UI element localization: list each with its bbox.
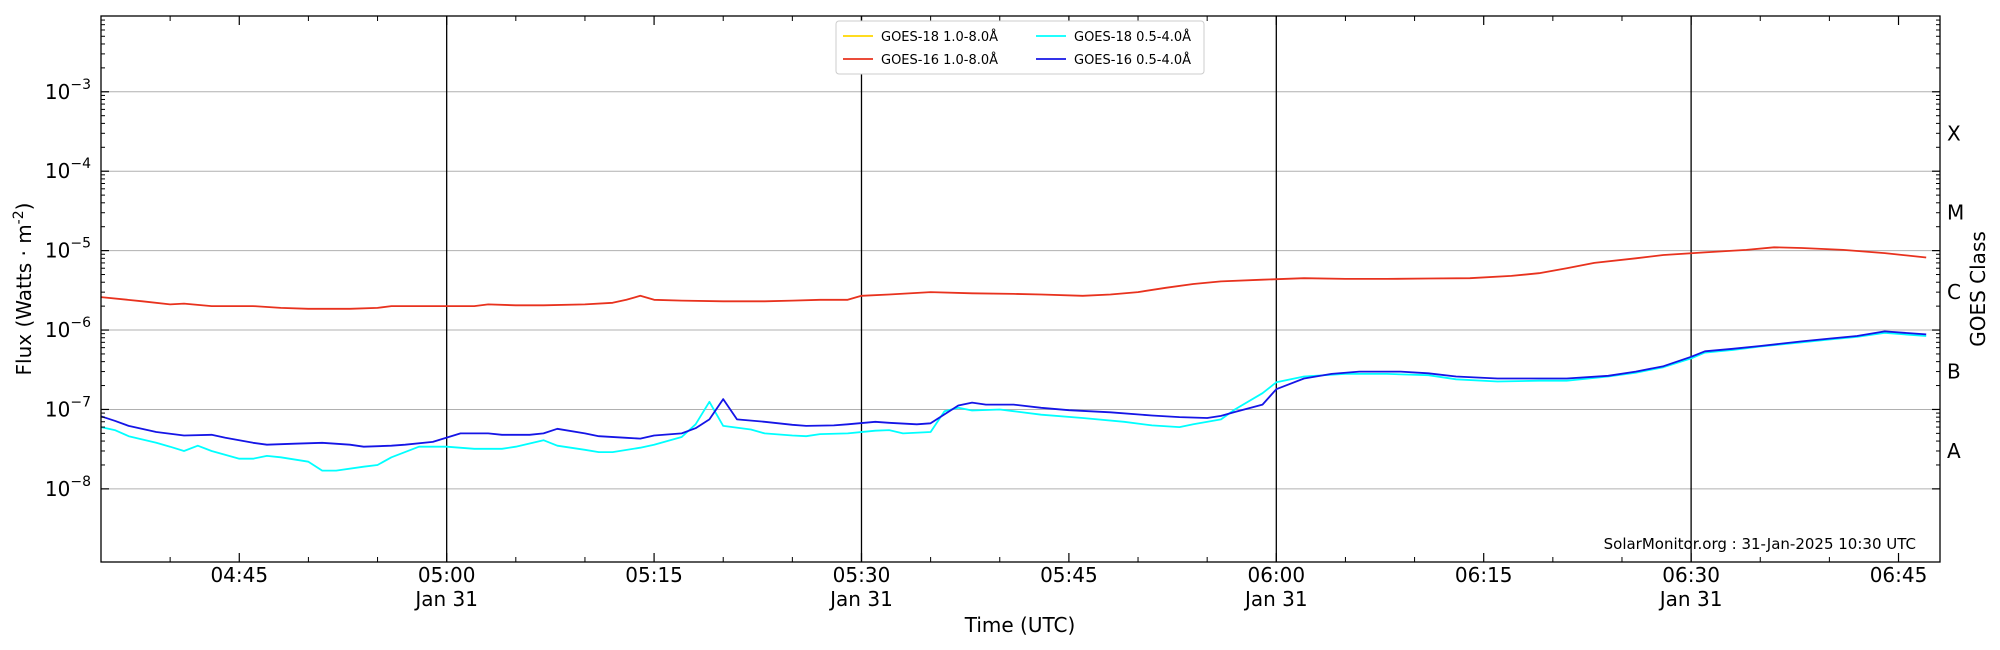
legend-label: GOES-16 0.5-4.0Å: [1074, 52, 1191, 68]
goes-class-c: C: [1947, 280, 1961, 304]
x-tick-date: Jan 31: [828, 587, 893, 611]
x-tick-label: 06:45: [1870, 563, 1928, 587]
x-tick-label: 06:30: [1662, 563, 1720, 587]
goes-class-m: M: [1947, 201, 1964, 225]
legend-box: [835, 20, 1205, 75]
y-tick-label: 10−8: [45, 474, 91, 501]
goes-class-b: B: [1947, 360, 1961, 384]
x-tick-label: 06:00: [1247, 563, 1305, 587]
horizontal-grid: [101, 91, 1940, 490]
y-axis-title: Flux (Watts · m-2): [11, 203, 36, 376]
legend-label: GOES-16 1.0-8.0Å: [881, 52, 998, 68]
x-tick-date: Jan 31: [1243, 587, 1308, 611]
legend-label: GOES-18 1.0-8.0Å: [881, 29, 998, 45]
plot-frame: [100, 15, 1941, 563]
day-marker-lines: [446, 16, 1692, 562]
goes-class-a: A: [1947, 439, 1961, 463]
goes-class-x: X: [1947, 121, 1961, 145]
y-axis-ticks: 10−8 10−7 10−6 10−5 10−4 10−3: [45, 19, 1940, 501]
x-tick-label: 05:00: [418, 563, 476, 587]
x-tick-label: 04:45: [210, 563, 268, 587]
legend: GOES-18 1.0-8.0Å GOES-18 0.5-4.0Å GOES-16 …: [835, 20, 1205, 75]
series-line-2: [100, 332, 1927, 472]
y-tick-label: 10−3: [45, 77, 91, 104]
x-tick-label: 05:45: [1040, 563, 1098, 587]
plot-area: [101, 16, 1940, 562]
goes-class-labels: A B C M X: [1947, 121, 1964, 463]
x-tick-date: Jan 31: [1658, 587, 1723, 611]
x-tick-label: 06:15: [1455, 563, 1513, 587]
x-tick-label: 05:15: [625, 563, 683, 587]
series-line-1: [100, 246, 1927, 310]
y-tick-label: 10−5: [45, 236, 91, 263]
y-tick-label: 10−4: [45, 156, 91, 183]
x-tick-label: 05:30: [833, 563, 891, 587]
series-line-3: [100, 330, 1927, 448]
x-tick-date: Jan 31: [413, 587, 478, 611]
credit-text: SolarMonitor.org : 31-Jan-2025 10:30 UTC: [1604, 535, 1916, 553]
y-tick-label: 10−7: [45, 394, 91, 421]
goes-class-axis-title: GOES Class: [1966, 231, 1990, 347]
series-lines: [100, 246, 1927, 472]
y-tick-label: 10−6: [45, 315, 91, 342]
x-axis-title: Time (UTC): [964, 613, 1076, 637]
legend-label: GOES-18 0.5-4.0Å: [1074, 29, 1191, 45]
